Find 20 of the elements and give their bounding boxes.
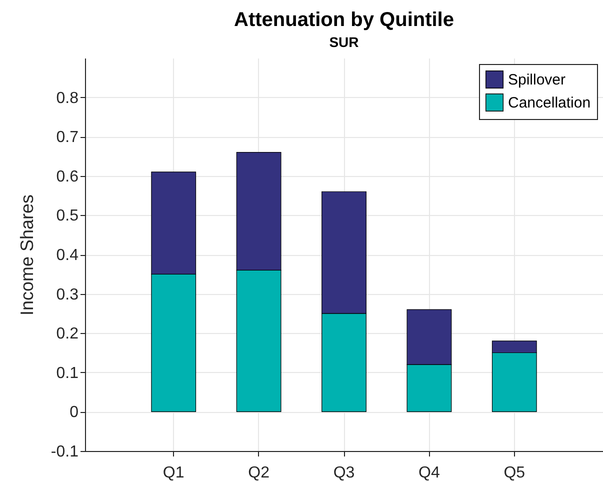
x-tick-label: Q1 bbox=[162, 464, 184, 482]
y-axis-title: Income Shares bbox=[16, 194, 37, 316]
chart-title: Attenuation by Quintile bbox=[234, 9, 454, 31]
y-tick-label: 0.5 bbox=[56, 208, 79, 225]
y-tick-label: 0.3 bbox=[56, 286, 79, 304]
x-tick-label: Q4 bbox=[418, 464, 440, 482]
y-tick-label: 0.1 bbox=[56, 364, 79, 382]
y-tick-label: 0 bbox=[70, 404, 79, 422]
x-tick-label: Q5 bbox=[504, 464, 526, 482]
y-tick-label: -0.1 bbox=[50, 444, 79, 460]
y-tick-label: 0.8 bbox=[56, 90, 79, 107]
y-tick-label: 0.7 bbox=[56, 129, 79, 146]
chart-subtitle: SUR bbox=[329, 34, 359, 50]
y-tick-label: 0.2 bbox=[56, 326, 79, 343]
legend-label: Cancellation bbox=[508, 94, 591, 112]
legend-label: Spillover bbox=[508, 72, 566, 88]
y-tick-label: 0.6 bbox=[56, 168, 79, 186]
x-tick-label: Q2 bbox=[248, 464, 270, 482]
x-tick-label: Q3 bbox=[333, 464, 355, 482]
y-tick-label: 0.4 bbox=[56, 247, 79, 264]
